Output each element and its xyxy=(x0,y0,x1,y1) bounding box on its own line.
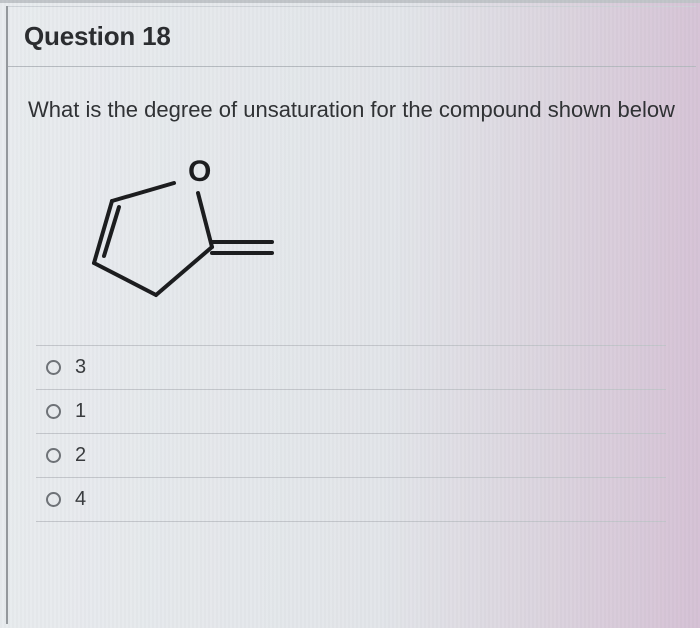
option-4[interactable]: 4 xyxy=(36,477,666,522)
radio-icon xyxy=(46,492,61,507)
option-3[interactable]: 3 xyxy=(36,345,666,389)
oxygen-atom-label: O xyxy=(188,155,211,188)
bond-group xyxy=(94,183,272,295)
question-number-title: Question 18 xyxy=(24,21,696,52)
question-stem: What is the degree of unsaturation for t… xyxy=(28,95,678,125)
answer-options: 3 1 2 4 xyxy=(36,345,666,522)
radio-icon xyxy=(46,404,61,419)
molecule-svg: O xyxy=(70,143,290,323)
radio-icon xyxy=(46,448,61,463)
screen-top-border xyxy=(0,0,700,3)
option-2[interactable]: 2 xyxy=(36,433,666,477)
option-label: 1 xyxy=(75,400,86,423)
option-label: 3 xyxy=(75,356,86,379)
question-card: Question 18 What is the degree of unsatu… xyxy=(6,6,696,624)
option-1[interactable]: 1 xyxy=(36,389,666,433)
option-label: 2 xyxy=(75,444,86,467)
option-label: 4 xyxy=(75,488,86,511)
chemical-structure-figure: O xyxy=(70,143,678,323)
question-body: What is the degree of unsaturation for t… xyxy=(8,67,696,532)
radio-icon xyxy=(46,360,61,375)
question-header: Question 18 xyxy=(8,6,696,67)
